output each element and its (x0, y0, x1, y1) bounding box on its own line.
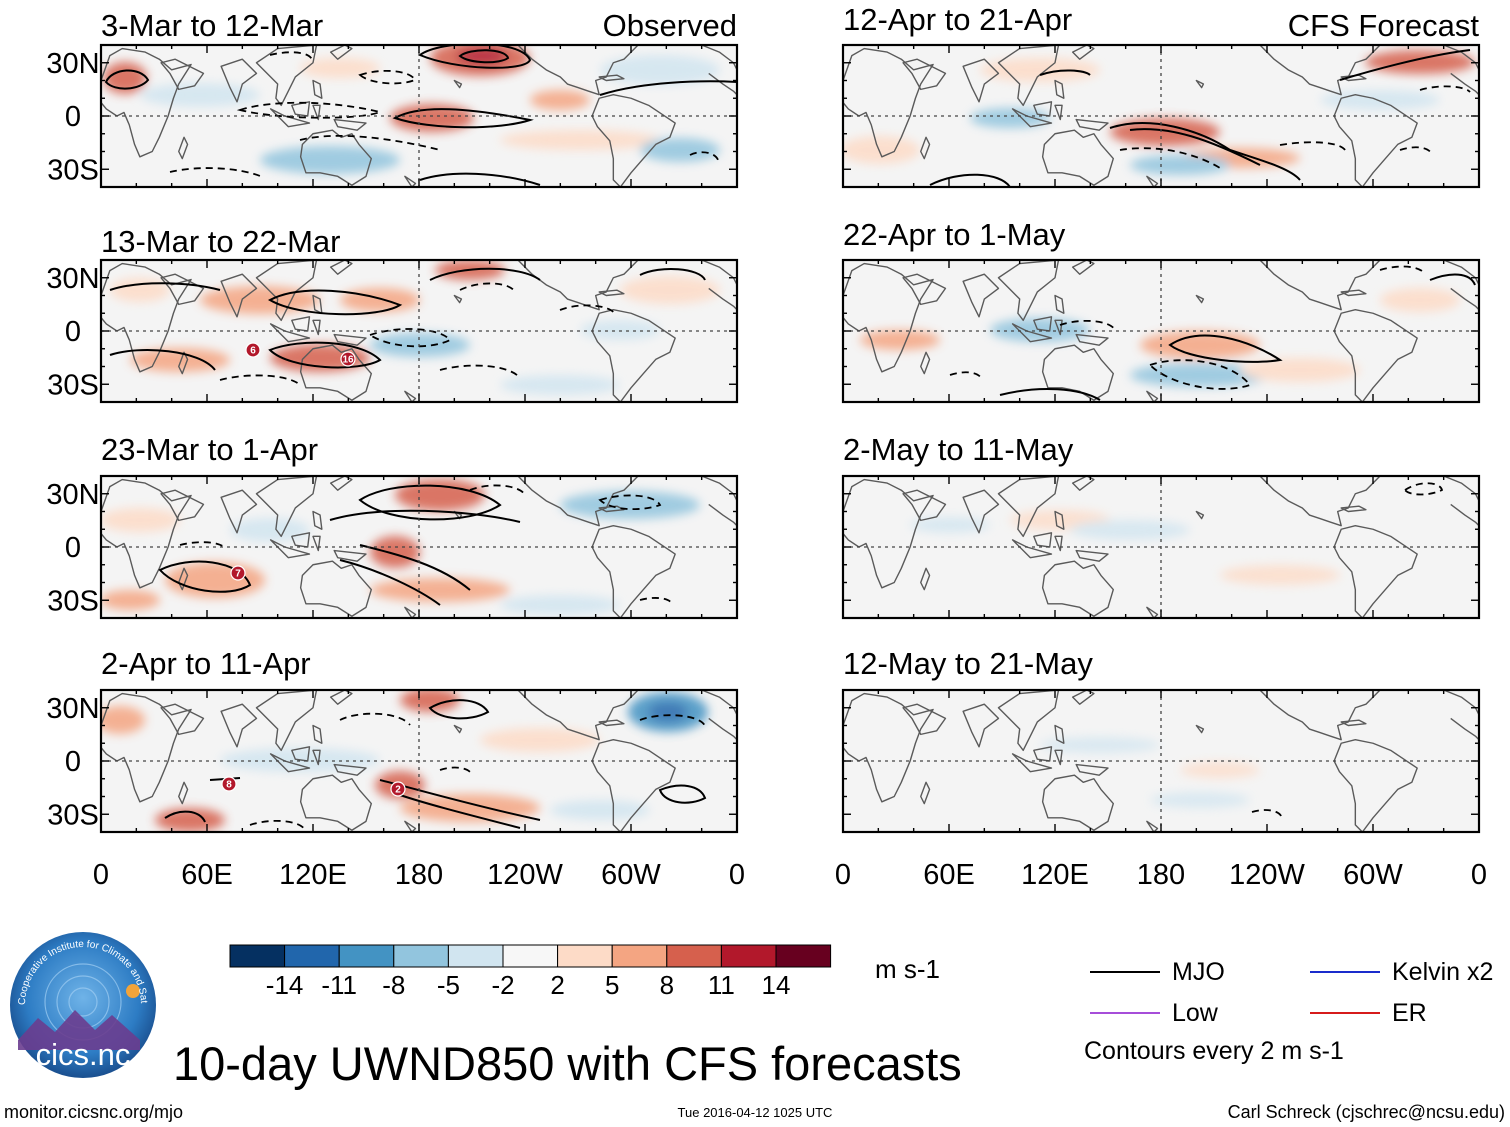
panel-title-observed-2: 13-Mar to 22-Mar (101, 224, 340, 259)
forecast-label: CFS Forecast (1288, 8, 1480, 43)
colorbar-label: 11 (708, 970, 735, 1000)
colorbar-swatch (720, 944, 777, 968)
lon-label: 60W (1343, 859, 1403, 891)
colorbar-swatch (611, 944, 668, 968)
lon-label: 0 (1471, 859, 1487, 891)
lat-label: 30S (47, 369, 99, 401)
panel-forecast-4 (841, 688, 1481, 834)
panel-title-forecast-4: 12-May to 21-May (843, 646, 1093, 681)
lon-label: 120W (1229, 859, 1305, 891)
footer-timestamp: Tue 2016-04-12 1025 UTC (678, 1105, 833, 1120)
storm-marker-label: 8 (226, 780, 232, 791)
lon-label: 120E (279, 859, 347, 891)
colorbar-label: -14 (266, 970, 304, 1000)
storm-markers: 6 16 7 8 2 (221, 342, 406, 797)
footer-author: Carl Schreck (cjschrec@ncsu.edu) (1228, 1102, 1505, 1122)
legend-item-kelvin: Kelvin x2 (1310, 958, 1493, 986)
storm-marker: 8 (221, 776, 237, 792)
lat-label: 30S (47, 799, 99, 831)
colorbar-swatch (338, 944, 395, 968)
storm-marker: 7 (230, 565, 246, 581)
lat-label: 0 (65, 316, 81, 348)
main-title: 10-day UWND850 with CFS forecasts (173, 1037, 962, 1090)
panel-forecast-3 (841, 474, 1481, 620)
legend-label-low: Low (1172, 999, 1219, 1027)
colorbar-swatch (775, 944, 832, 968)
panel-title-forecast-3: 2-May to 11-May (843, 432, 1074, 467)
colorbar-swatch (447, 944, 504, 968)
panel-title-observed-4: 2-Apr to 11-Apr (101, 646, 311, 681)
colorbar-swatch (229, 944, 286, 968)
lon-label: 60E (923, 859, 975, 891)
colorbar-label: 2 (550, 970, 564, 1000)
panel-title-forecast-2: 22-Apr to 1-May (843, 217, 1066, 252)
lat-label: 30N (46, 479, 99, 511)
lon-label: 180 (395, 859, 443, 891)
panel-observed-1 (99, 43, 739, 189)
lon-label: 120E (1021, 859, 1089, 891)
colorbar-label: -2 (491, 970, 514, 1000)
colorbar-swatch (557, 944, 613, 968)
lon-label: 0 (729, 859, 745, 891)
colorbar-swatch (284, 944, 340, 968)
footer-url: monitor.cicsnc.org/mjo (4, 1102, 183, 1122)
logo-text: cics.nc (36, 1037, 131, 1072)
panel-forecast-1 (841, 43, 1481, 189)
panel-forecast-2 (841, 258, 1481, 404)
storm-marker-label: 2 (395, 785, 401, 796)
lat-label: 0 (65, 532, 81, 564)
legend-item-mjo: MJO (1090, 958, 1225, 986)
colorbar-swatch (666, 944, 722, 968)
storm-marker-label: 16 (342, 355, 354, 366)
panel-observed-3 (99, 474, 739, 620)
legend-item-low: Low (1090, 999, 1219, 1027)
legend-label-er: ER (1392, 999, 1427, 1027)
lat-label: 30S (47, 154, 99, 186)
legend: MJO Kelvin x2 Low ER Contours every 2 m … (1084, 958, 1493, 1065)
lat-label: 0 (65, 101, 81, 133)
panel-observed-2 (99, 258, 739, 404)
contour-note: Contours every 2 m s-1 (1084, 1037, 1344, 1065)
storm-marker: 2 (390, 781, 406, 797)
observed-label: Observed (603, 8, 737, 43)
legend-item-er: ER (1310, 999, 1427, 1027)
colorbar-label: 14 (762, 970, 791, 1000)
lon-label: 0 (93, 859, 109, 891)
colorbar-label: 8 (660, 970, 674, 1000)
lat-label: 0 (65, 746, 81, 778)
colorbar-swatch (393, 944, 449, 968)
legend-label-kelvin: Kelvin x2 (1392, 958, 1493, 986)
lat-label: 30S (47, 585, 99, 617)
colorbar-label: -5 (437, 970, 460, 1000)
lon-label: 0 (835, 859, 851, 891)
storm-marker-label: 7 (235, 569, 241, 580)
storm-marker: 16 (340, 351, 356, 367)
panel-title-forecast-1: 12-Apr to 21-Apr (843, 2, 1072, 37)
panel-title-observed-1: 3-Mar to 12-Mar (101, 8, 323, 43)
lon-label: 180 (1137, 859, 1185, 891)
colorbar-units: m s-1 (875, 954, 940, 984)
panel-observed-4 (99, 688, 739, 834)
lat-label: 30N (46, 693, 99, 725)
colorbar-label: -8 (382, 970, 405, 1000)
colorbar-label: 5 (605, 970, 619, 1000)
axes: 30N 0 30S 30N 0 30S 30N 0 30S 30N 0 30S 0 60E 120E 180 1… (46, 44, 1487, 891)
lon-label: 60E (181, 859, 233, 891)
storm-marker: 6 (245, 342, 261, 358)
lat-label: 30N (46, 263, 99, 295)
lon-label: 120W (487, 859, 563, 891)
legend-label-mjo: MJO (1172, 958, 1225, 986)
lon-label: 60W (601, 859, 661, 891)
lat-label: 30N (46, 48, 99, 80)
colorbar-swatch (502, 944, 559, 968)
storm-marker-label: 6 (250, 346, 256, 357)
colorbar: -14 -11 -8 -5 -2 2 5 8 11 14 (229, 944, 832, 1000)
panel-title-observed-3: 23-Mar to 1-Apr (101, 432, 318, 467)
colorbar-label: -11 (321, 970, 357, 1000)
